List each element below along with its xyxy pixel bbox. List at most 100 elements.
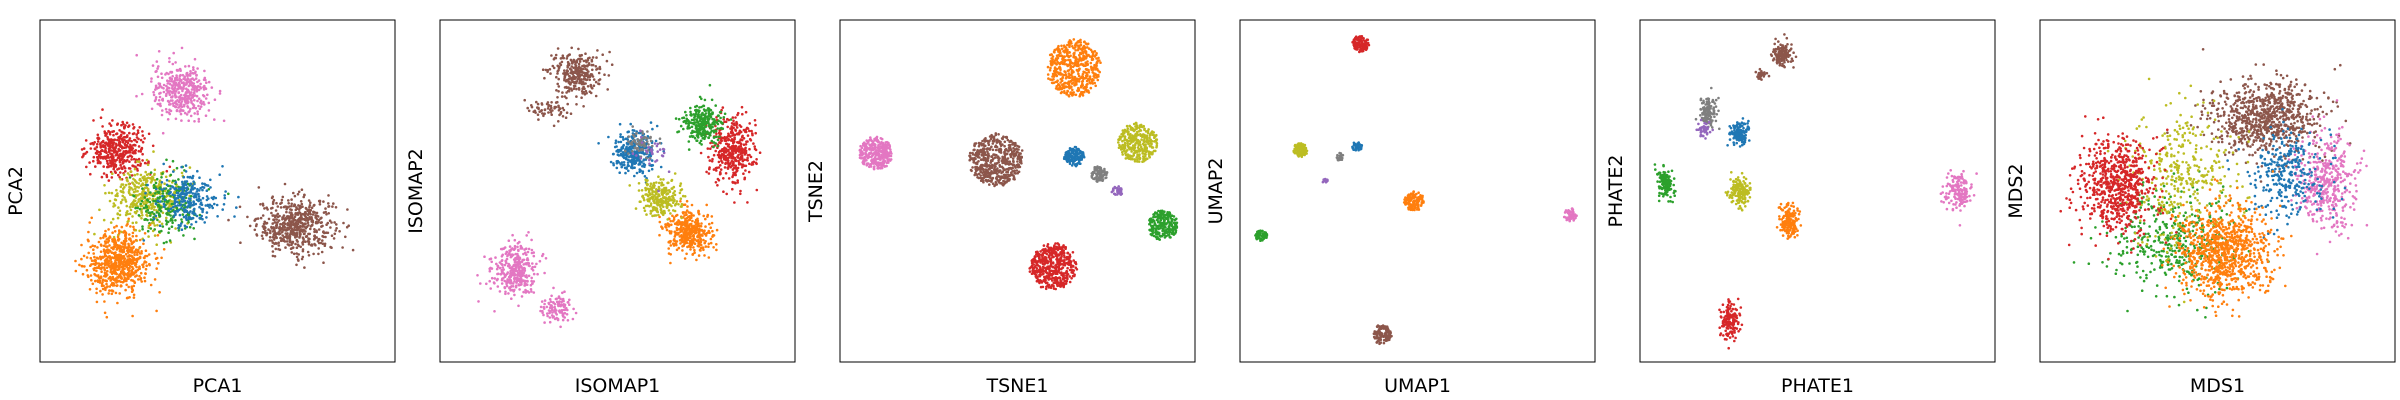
data-point xyxy=(263,207,266,210)
data-point xyxy=(122,260,126,263)
data-point xyxy=(155,243,158,246)
data-point xyxy=(94,273,97,277)
data-point xyxy=(88,221,91,224)
data-point xyxy=(555,89,558,92)
data-point xyxy=(153,234,157,237)
data-point xyxy=(572,307,575,311)
data-point xyxy=(118,129,121,132)
data-point xyxy=(101,287,105,291)
data-point xyxy=(179,93,183,97)
data-point xyxy=(724,142,728,146)
data-point xyxy=(301,248,305,251)
data-point xyxy=(543,271,546,275)
data-point xyxy=(199,201,203,204)
data-point xyxy=(163,187,166,190)
data-point xyxy=(99,145,102,148)
data-point xyxy=(166,79,169,82)
data-point xyxy=(532,254,536,258)
data-point xyxy=(124,239,128,243)
data-point xyxy=(658,137,662,140)
data-point xyxy=(685,252,688,256)
data-point xyxy=(204,97,208,100)
data-point xyxy=(109,221,113,224)
data-point xyxy=(169,187,172,190)
data-point xyxy=(288,241,292,244)
data-point xyxy=(274,247,278,251)
data-point xyxy=(85,268,89,272)
data-point xyxy=(304,215,308,219)
data-point xyxy=(294,242,297,246)
data-point xyxy=(153,224,157,227)
data-point xyxy=(165,158,168,162)
data-point xyxy=(746,134,750,137)
data-point xyxy=(156,223,159,227)
data-point xyxy=(322,235,325,239)
data-point xyxy=(121,194,124,198)
data-point xyxy=(700,134,703,138)
data-point xyxy=(171,102,175,105)
data-point xyxy=(721,161,724,164)
data-point xyxy=(148,263,151,267)
data-point xyxy=(167,189,170,192)
data-point xyxy=(156,102,160,106)
data-point xyxy=(681,245,684,248)
data-point xyxy=(634,132,638,135)
data-point xyxy=(544,68,548,72)
data-point xyxy=(318,238,321,241)
data-point xyxy=(507,278,510,282)
data-point xyxy=(110,251,114,254)
data-point xyxy=(727,177,731,180)
data-point xyxy=(549,110,553,114)
data-point xyxy=(323,242,327,246)
data-point xyxy=(150,80,153,83)
data-point xyxy=(117,229,121,232)
data-point xyxy=(187,97,191,100)
data-point xyxy=(295,220,299,223)
data-point xyxy=(561,106,565,110)
data-point xyxy=(709,115,713,119)
data-point xyxy=(160,222,164,226)
data-point xyxy=(153,192,157,195)
data-point xyxy=(131,265,134,269)
data-point xyxy=(179,224,182,227)
data-point xyxy=(191,192,195,195)
data-point xyxy=(727,148,730,152)
data-point xyxy=(187,201,191,204)
data-point xyxy=(731,157,735,160)
data-point xyxy=(113,263,117,267)
data-point xyxy=(738,162,742,166)
data-point xyxy=(701,130,705,133)
data-point xyxy=(185,218,188,222)
data-point xyxy=(114,257,118,261)
data-point xyxy=(174,219,177,222)
data-point xyxy=(152,150,155,153)
data-point xyxy=(139,150,143,153)
data-point xyxy=(110,162,113,165)
data-point xyxy=(192,82,196,85)
data-point xyxy=(165,216,168,220)
data-point xyxy=(299,200,303,203)
data-point xyxy=(161,99,165,102)
data-point xyxy=(105,282,108,286)
data-point xyxy=(744,164,748,168)
data-point xyxy=(223,194,226,197)
data-point xyxy=(544,257,548,260)
data-point xyxy=(239,241,242,244)
data-point xyxy=(195,90,199,93)
data-point xyxy=(136,253,139,256)
data-point xyxy=(619,162,622,165)
data-point xyxy=(180,171,184,175)
data-point xyxy=(135,133,138,136)
data-point xyxy=(557,105,560,109)
data-point xyxy=(548,68,552,71)
data-point xyxy=(155,87,159,90)
data-point xyxy=(136,194,139,197)
data-point xyxy=(553,105,556,109)
data-point xyxy=(204,204,208,207)
data-point xyxy=(132,225,135,229)
data-point xyxy=(502,277,505,280)
data-point xyxy=(513,244,517,248)
data-point xyxy=(200,102,203,106)
data-point xyxy=(143,161,147,165)
data-point xyxy=(128,137,132,140)
